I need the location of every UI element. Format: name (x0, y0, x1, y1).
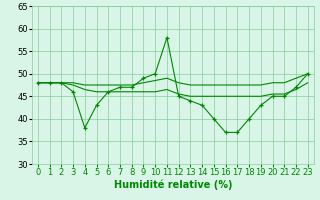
X-axis label: Humidité relative (%): Humidité relative (%) (114, 180, 232, 190)
